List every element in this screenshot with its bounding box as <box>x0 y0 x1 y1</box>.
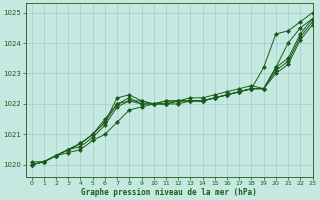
X-axis label: Graphe pression niveau de la mer (hPa): Graphe pression niveau de la mer (hPa) <box>81 188 257 197</box>
